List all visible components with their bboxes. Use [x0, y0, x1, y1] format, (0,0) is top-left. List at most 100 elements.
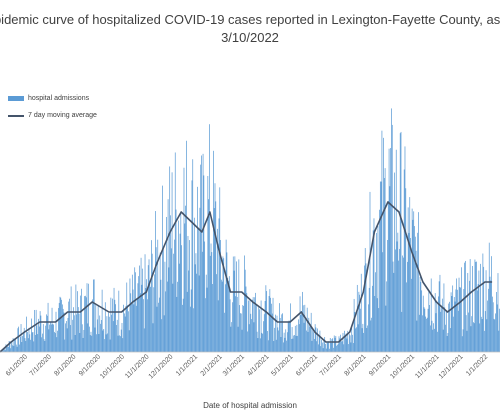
admission-bar	[251, 299, 253, 352]
admission-bar	[496, 304, 498, 352]
admission-bar	[392, 261, 394, 352]
admission-bar	[78, 313, 80, 352]
admission-bar	[11, 345, 13, 352]
admission-bar	[134, 267, 136, 352]
admission-bar	[25, 340, 27, 352]
admission-bar	[150, 286, 151, 352]
admission-bar	[243, 305, 244, 352]
admission-bar	[303, 322, 305, 352]
admission-bar	[220, 240, 221, 352]
admission-bar	[382, 252, 384, 352]
admission-bar	[96, 334, 97, 352]
admission-bar	[401, 311, 403, 352]
x-tick-labels: 6/1/2020 7/1/2020 8/1/2020 9/1/202010/1/202…	[5, 353, 490, 380]
admission-bar	[373, 218, 375, 352]
admission-bar	[144, 254, 146, 352]
admission-bar	[307, 331, 309, 352]
admission-bar	[324, 336, 326, 352]
admission-bar	[87, 323, 89, 352]
admission-bar	[12, 338, 14, 352]
admission-bar	[209, 255, 211, 352]
admission-bar	[102, 330, 104, 352]
admission-bar	[57, 330, 58, 352]
admission-bar	[142, 268, 144, 352]
admission-bar	[193, 308, 194, 352]
admission-bar	[488, 288, 489, 352]
admission-bar	[452, 285, 454, 352]
admission-bar	[23, 331, 24, 352]
admission-bar	[383, 178, 385, 352]
admission-bar	[54, 331, 55, 352]
admission-bar	[135, 272, 136, 352]
admission-bar	[327, 342, 329, 352]
admission-bar	[73, 315, 75, 352]
admission-bar	[38, 318, 39, 352]
admission-bar	[424, 308, 426, 352]
admission-bar	[127, 311, 129, 352]
admission-bar	[15, 339, 16, 352]
admission-bar	[16, 346, 18, 352]
admission-bar	[473, 323, 475, 352]
admission-bar	[491, 256, 492, 352]
admission-bar	[399, 248, 400, 352]
admission-bar	[69, 325, 71, 352]
admission-bar	[471, 316, 473, 352]
admission-bar	[377, 225, 379, 352]
admission-bar	[169, 166, 171, 352]
admission-bar	[60, 297, 62, 352]
admission-bar	[124, 313, 125, 352]
admission-bar	[426, 318, 427, 352]
admission-bar	[105, 334, 107, 352]
admission-bar	[217, 300, 219, 352]
admission-bar	[108, 312, 109, 352]
admission-bar	[385, 305, 387, 352]
admission-bar	[84, 296, 85, 352]
admission-bar	[208, 199, 209, 352]
admission-bar	[137, 283, 139, 352]
admission-bar	[163, 315, 165, 352]
admission-bar	[293, 335, 295, 352]
admission-bar	[104, 302, 106, 352]
admission-bar	[311, 340, 313, 352]
x-tick-label: 8/1/2020	[53, 353, 77, 377]
admission-bar	[146, 279, 147, 352]
admission-bar	[182, 304, 183, 352]
admission-bar	[122, 338, 124, 352]
admission-bar	[454, 301, 456, 352]
chart-title-line-1: Epidemic curve of hospitalized COVID-19 …	[0, 12, 500, 27]
admission-bar	[255, 292, 256, 352]
admission-bar	[423, 307, 425, 352]
admission-bar	[214, 183, 216, 352]
admission-bar	[453, 316, 454, 352]
x-tick-label: 6/1/2021	[295, 353, 319, 377]
admission-bar	[475, 261, 477, 352]
admission-bar	[36, 325, 38, 352]
admission-bar	[336, 345, 337, 352]
admission-bar	[63, 312, 65, 352]
admission-bar	[484, 311, 486, 352]
admission-bar	[259, 338, 261, 352]
admission-bar	[371, 317, 372, 352]
admission-bar	[182, 298, 184, 352]
admission-bar	[197, 186, 198, 352]
admission-bar	[496, 291, 497, 352]
admission-bar	[160, 279, 162, 352]
admission-bar	[24, 338, 26, 352]
admission-bar	[395, 249, 396, 352]
admission-bar	[237, 326, 239, 352]
admission-bar	[422, 295, 424, 352]
admission-bar	[135, 305, 137, 352]
admission-bar	[420, 281, 422, 352]
admission-bar	[333, 335, 335, 352]
admission-bar	[480, 316, 482, 352]
admission-bar	[310, 312, 312, 352]
admission-bar	[306, 307, 308, 352]
admission-bar	[212, 284, 213, 352]
admission-bar	[186, 291, 188, 352]
admission-bar	[204, 241, 206, 352]
admission-bar	[493, 318, 495, 352]
admission-bar	[187, 235, 189, 352]
admission-bar	[450, 292, 452, 352]
admission-bar	[167, 199, 169, 352]
